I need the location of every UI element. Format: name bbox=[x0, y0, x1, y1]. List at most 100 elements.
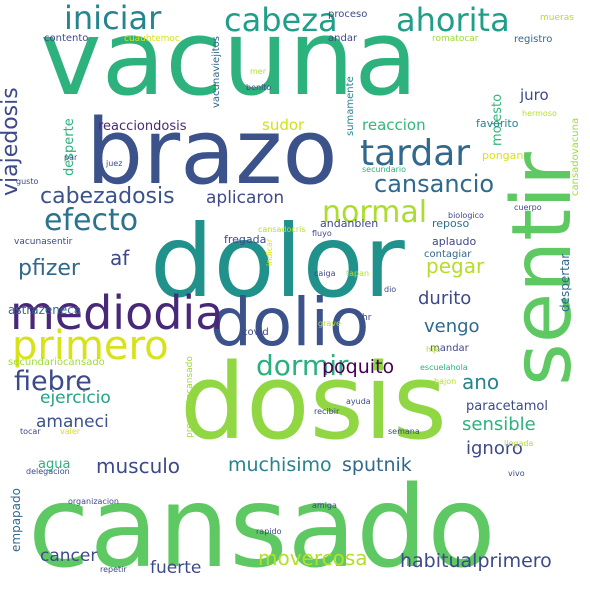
word: pegar bbox=[426, 254, 485, 278]
word: sputnik bbox=[342, 454, 412, 476]
word: vengo bbox=[424, 316, 480, 337]
word: efecto bbox=[44, 203, 139, 238]
word: dosis bbox=[180, 341, 447, 463]
word: semana bbox=[388, 427, 420, 436]
word: hr bbox=[362, 313, 372, 323]
word: escuelahola bbox=[420, 363, 468, 372]
word: poquito bbox=[322, 356, 395, 378]
word: reacciondosis bbox=[98, 119, 187, 134]
word: delegacion bbox=[26, 467, 70, 476]
word: ano bbox=[462, 370, 500, 394]
word: tardar bbox=[360, 133, 471, 174]
word: secundariocansado bbox=[8, 357, 105, 368]
word: mandar bbox=[430, 343, 469, 354]
word: habitualprimero bbox=[400, 550, 552, 572]
word: reposo bbox=[432, 217, 470, 230]
word: organizacion bbox=[68, 497, 120, 506]
word: tocar bbox=[20, 427, 41, 436]
word: pongan bbox=[482, 149, 524, 162]
word: reaccion bbox=[362, 116, 426, 134]
word: cabezadosis bbox=[40, 184, 175, 209]
word: ejercicio bbox=[40, 388, 111, 408]
word: hermoso bbox=[522, 109, 557, 118]
word: juez bbox=[106, 159, 123, 168]
word: benito bbox=[246, 83, 272, 92]
word: favorito bbox=[476, 117, 519, 130]
word: despertar bbox=[558, 253, 572, 312]
word: musculo bbox=[96, 454, 181, 478]
word: contento bbox=[44, 33, 89, 44]
word: empapado bbox=[9, 488, 23, 552]
word: sudor bbox=[262, 116, 305, 134]
word: amiga bbox=[312, 501, 337, 510]
word: juro bbox=[520, 86, 549, 104]
word: dormir bbox=[256, 349, 349, 382]
word: vacuna bbox=[40, 0, 419, 119]
word: rapido bbox=[256, 527, 282, 536]
word: andanbien bbox=[320, 217, 379, 230]
word: fregada bbox=[224, 233, 267, 246]
word: dolio bbox=[210, 284, 370, 361]
word: desperte bbox=[62, 118, 77, 176]
word: cabeza bbox=[224, 1, 338, 39]
word: mueras bbox=[540, 13, 574, 23]
word: normal bbox=[322, 195, 428, 230]
word: repetir bbox=[100, 565, 127, 574]
word: registro bbox=[514, 34, 553, 45]
word: af bbox=[110, 246, 130, 270]
word: secundario bbox=[362, 165, 407, 174]
word: durito bbox=[418, 288, 472, 309]
word: cuerpo bbox=[514, 203, 542, 212]
word: vivo bbox=[508, 469, 525, 478]
word: dio bbox=[384, 285, 397, 294]
word: cansado bbox=[28, 463, 496, 590]
word: cancer bbox=[40, 546, 98, 566]
word: sumamente bbox=[345, 76, 356, 136]
word: fluyo bbox=[312, 229, 332, 238]
word: muchisimo bbox=[228, 454, 332, 476]
word: valer bbox=[60, 427, 81, 436]
word: cansadocris bbox=[258, 225, 306, 234]
word: par bbox=[64, 153, 78, 162]
word: primero bbox=[12, 323, 169, 369]
word: grave bbox=[318, 319, 341, 328]
word: contagiar bbox=[424, 249, 472, 260]
word: covid bbox=[242, 327, 269, 338]
word: sensible bbox=[462, 414, 536, 435]
word: brazo bbox=[86, 100, 338, 205]
word: romatocar bbox=[432, 34, 479, 44]
word: aplaudo bbox=[432, 235, 477, 248]
word: movercosa bbox=[258, 546, 368, 570]
word: llegada bbox=[504, 439, 534, 448]
word: mediodia bbox=[10, 286, 224, 340]
word: cuauhtemoc bbox=[124, 34, 180, 44]
word: indicar bbox=[265, 238, 274, 266]
word: fiebre bbox=[14, 366, 92, 397]
word: hija bbox=[426, 345, 441, 354]
word: aplicaron bbox=[206, 188, 285, 208]
word: fuerte bbox=[150, 558, 202, 578]
word: andar bbox=[328, 33, 358, 44]
word: ahorita bbox=[396, 1, 510, 39]
word: agua bbox=[38, 457, 71, 472]
word: preparatecansado bbox=[185, 356, 195, 438]
word: cansancio bbox=[374, 170, 495, 198]
word: astrazeneca bbox=[8, 303, 82, 317]
word: caiga bbox=[314, 269, 336, 278]
word: vacunaviejitos bbox=[211, 35, 222, 108]
word: vacunasentir bbox=[14, 237, 73, 247]
word: amaneci bbox=[36, 412, 109, 432]
word: iniciar bbox=[64, 0, 162, 37]
word: ayuda bbox=[346, 397, 371, 406]
word: cansadovacuna bbox=[570, 117, 581, 196]
word: dolor bbox=[150, 203, 405, 320]
word: biologico bbox=[448, 211, 484, 220]
word: recibir bbox=[314, 407, 340, 416]
word: paracetamol bbox=[466, 399, 548, 414]
word: proceso bbox=[328, 9, 368, 20]
word: gusto bbox=[16, 177, 39, 186]
word: tapan bbox=[346, 269, 370, 278]
word: pfizer bbox=[18, 256, 80, 281]
word: bajon bbox=[434, 377, 457, 386]
